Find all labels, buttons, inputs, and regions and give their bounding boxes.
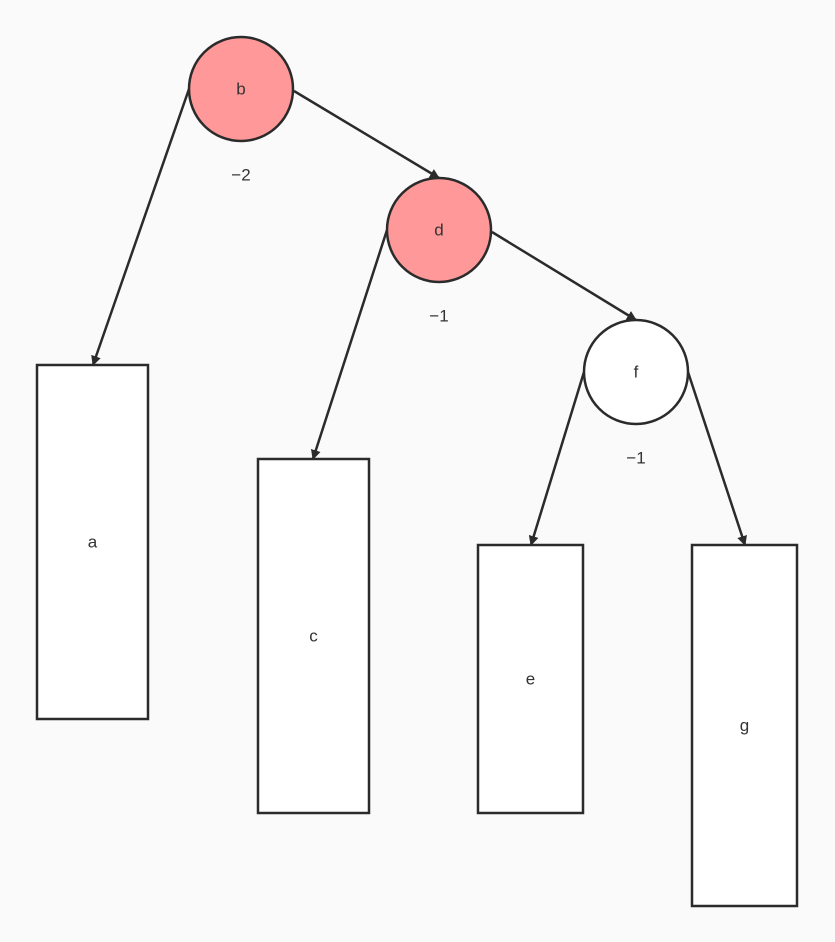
node-b-circle — [187, 35, 295, 143]
node-g: g — [690, 543, 799, 908]
node-f-circle — [582, 318, 690, 426]
edge-b-to-a — [91, 88, 191, 366]
node-b-balance-factor: −2 — [231, 166, 250, 185]
node-f-label: f — [634, 363, 639, 382]
node-d-balance-factor: −1 — [429, 307, 448, 326]
node-a-rect — [35, 363, 150, 721]
nodes-layer: b −2 d −1 f −1 a c e g — [35, 35, 799, 908]
node-c: c — [256, 457, 371, 815]
node-a-label: a — [88, 533, 98, 552]
node-g-rect — [690, 543, 799, 908]
node-b-label: b — [236, 80, 245, 99]
node-f: f −1 — [582, 318, 690, 468]
node-e-rect — [476, 543, 585, 815]
node-e: e — [476, 543, 585, 815]
node-d: d −1 — [385, 176, 493, 326]
edge-b-to-d — [293, 89, 440, 180]
node-g-label: g — [740, 716, 749, 735]
edge-d-to-f — [491, 230, 637, 322]
node-c-label: c — [309, 627, 318, 646]
node-d-circle — [385, 176, 493, 284]
edges-layer — [91, 88, 747, 546]
node-e-label: e — [526, 670, 535, 689]
node-c-rect — [256, 457, 371, 815]
node-a: a — [35, 363, 150, 721]
node-f-balance-factor: −1 — [626, 449, 645, 468]
edge-f-to-g — [686, 371, 747, 546]
node-b: b −2 — [187, 35, 295, 185]
edge-f-to-e — [528, 371, 586, 546]
edge-d-to-c — [311, 229, 389, 460]
node-d-label: d — [434, 221, 443, 240]
